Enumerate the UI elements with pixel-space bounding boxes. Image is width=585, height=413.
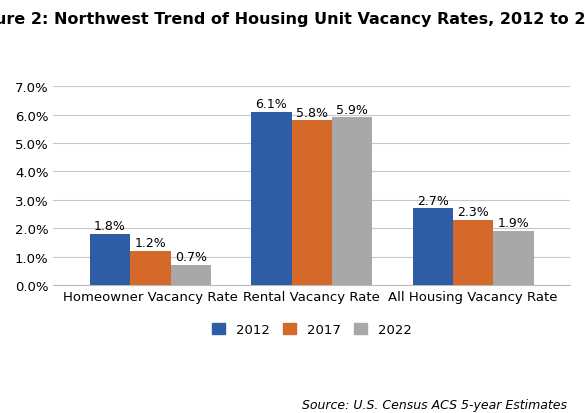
- Text: 5.8%: 5.8%: [296, 107, 328, 119]
- Bar: [412, 209, 453, 285]
- Bar: [251, 112, 291, 285]
- Bar: [453, 220, 493, 285]
- Text: Figure 2: Northwest Trend of Housing Unit Vacancy Rates, 2012 to 2022: Figure 2: Northwest Trend of Housing Uni…: [0, 12, 585, 27]
- Bar: [493, 231, 534, 285]
- Text: 1.9%: 1.9%: [498, 217, 529, 230]
- Text: 2.3%: 2.3%: [457, 206, 489, 218]
- Legend: 2012, 2017, 2022: 2012, 2017, 2022: [207, 318, 417, 341]
- Bar: [90, 234, 130, 285]
- Text: 6.1%: 6.1%: [256, 98, 287, 111]
- Bar: [170, 266, 211, 285]
- Text: Source: U.S. Census ACS 5-year Estimates: Source: U.S. Census ACS 5-year Estimates: [302, 398, 567, 411]
- Text: 5.9%: 5.9%: [336, 104, 368, 116]
- Bar: [130, 251, 170, 285]
- Bar: [332, 118, 372, 285]
- Text: 1.8%: 1.8%: [94, 220, 126, 233]
- Bar: [291, 121, 332, 285]
- Text: 2.7%: 2.7%: [417, 194, 449, 207]
- Text: 0.7%: 0.7%: [175, 251, 207, 264]
- Text: 1.2%: 1.2%: [135, 237, 166, 249]
